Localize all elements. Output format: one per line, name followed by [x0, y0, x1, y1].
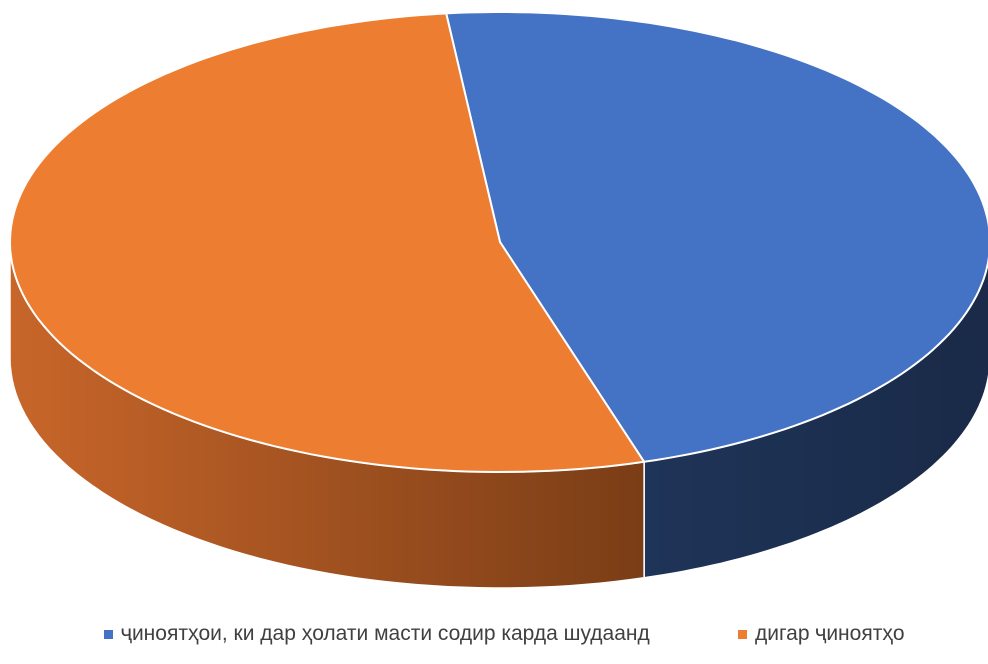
- legend-item-other-crimes: дигар ҷиноятҳо: [738, 622, 905, 646]
- pie-chart: [9, 11, 988, 589]
- legend-swatch-orange: [738, 629, 747, 639]
- legend-label-other-crimes: дигар ҷиноятҳо: [755, 622, 905, 645]
- pie-slice-1: [9, 12, 646, 473]
- pie-top-layer: [9, 11, 988, 473]
- legend-label-alcohol-crimes: ҷиноятҳои, ки дар ҳолати масти содир кар…: [121, 622, 650, 645]
- chart-legend: ҷиноятҳои, ки дар ҳолати масти содир кар…: [0, 616, 988, 656]
- legend-swatch-blue: [104, 629, 113, 639]
- legend-item-alcohol-crimes: ҷиноятҳои, ки дар ҳолати масти содир кар…: [104, 622, 650, 646]
- pie-slice-0: [445, 11, 988, 463]
